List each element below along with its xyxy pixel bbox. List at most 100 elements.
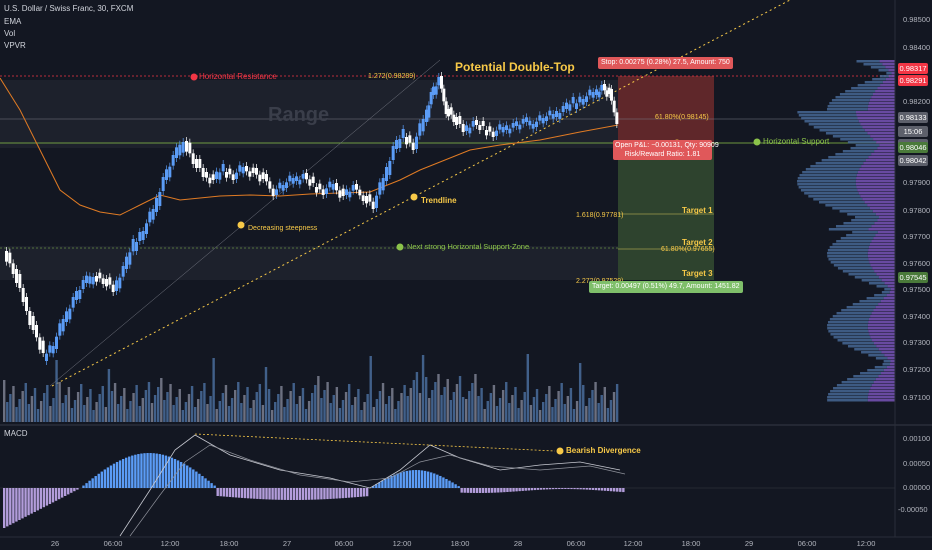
candle-body — [391, 146, 395, 160]
volume-bar — [138, 406, 141, 422]
target3-label: Target 3 — [682, 269, 713, 278]
vpvr-bar — [887, 357, 895, 360]
vpvr-bar — [889, 291, 895, 294]
macd-bar — [591, 488, 595, 490]
price-tick: 0.98500 — [903, 15, 931, 24]
vpvr-bar — [819, 201, 865, 204]
volume-bar — [203, 383, 206, 422]
macd-bar — [231, 488, 235, 498]
vpvr-bar — [835, 96, 872, 99]
volume-bar — [477, 396, 480, 422]
candle-body — [175, 147, 178, 158]
vpvr-bar — [872, 210, 895, 213]
vpvr-bar — [840, 138, 874, 141]
ema-legend[interactable]: EMA — [4, 17, 22, 26]
candle-body — [75, 291, 78, 300]
vpvr-legend[interactable]: VPVR — [4, 41, 26, 50]
volume-bar — [255, 392, 258, 422]
macd-bar — [417, 470, 421, 488]
macd-bar — [402, 471, 405, 488]
macd-bar — [613, 488, 616, 492]
candle-body — [365, 196, 368, 204]
macd-bar — [94, 476, 97, 488]
vpvr-bar — [875, 90, 895, 93]
macd-legend[interactable]: MACD — [4, 429, 28, 438]
macd-bar — [125, 457, 128, 488]
macd-bar — [91, 478, 94, 488]
vpvr-bar — [877, 147, 895, 150]
vol-legend[interactable]: Vol — [4, 29, 16, 38]
volume-bar — [126, 409, 129, 422]
vpvr-bar — [861, 165, 895, 168]
macd-bar — [442, 477, 445, 488]
vpvr-bar — [851, 87, 878, 90]
volume-bar — [529, 405, 533, 422]
candle-body — [521, 119, 525, 124]
macd-bar — [423, 470, 427, 488]
vpvr-bar — [871, 384, 895, 387]
vpvr-bar — [854, 276, 879, 279]
candle-body — [358, 189, 362, 196]
volume-bar — [70, 408, 74, 422]
volume-bar — [498, 398, 502, 422]
volume-bar — [289, 391, 292, 422]
macd-bar — [341, 488, 344, 499]
macd-tick: -0.00050 — [898, 505, 928, 514]
macd-bar — [271, 488, 274, 500]
candle-body — [91, 277, 95, 285]
candle-body — [595, 89, 598, 95]
candle-body — [255, 168, 258, 175]
volume-bar — [378, 391, 382, 422]
macd-bar — [173, 458, 177, 488]
macd-bar — [106, 467, 110, 488]
vpvr-bar — [830, 261, 870, 264]
candle-body — [108, 277, 112, 285]
macd-bar — [365, 488, 369, 497]
macd-bar — [225, 488, 229, 497]
volume-bar — [344, 392, 348, 422]
macd-bar — [570, 488, 573, 490]
candle-body — [78, 290, 82, 299]
candle-body — [155, 198, 158, 212]
vpvr-bar — [797, 111, 856, 114]
volume-bar — [468, 391, 471, 422]
volume-bar — [264, 367, 268, 422]
volume-bar — [351, 405, 354, 422]
vpvr-bar — [868, 354, 885, 357]
price-tick: 0.97200 — [903, 365, 931, 374]
macd-bar — [262, 488, 265, 500]
volume-bar — [52, 398, 55, 422]
range-zone — [0, 80, 618, 148]
volume-bar — [116, 404, 120, 422]
candle-body — [25, 297, 28, 311]
volume-bar — [582, 385, 585, 422]
macd-bar — [204, 478, 207, 488]
vpvr-bar — [878, 276, 895, 279]
candle-body — [528, 120, 532, 126]
bearish-divergence-label: Bearish Divergence — [566, 446, 641, 455]
vpvr-bar — [805, 168, 860, 171]
vpvr-bar — [869, 333, 895, 336]
volume-bar — [144, 390, 148, 422]
macd-bar — [24, 488, 27, 517]
macd-bar — [298, 488, 302, 500]
volume-bar — [394, 409, 397, 422]
macd-bar — [112, 463, 116, 488]
macd-bar — [161, 454, 164, 488]
volume-bar — [526, 354, 529, 422]
candle-body — [505, 125, 508, 130]
candle-body — [361, 195, 365, 201]
macd-bar — [320, 488, 323, 500]
macd-bar — [463, 488, 466, 493]
volume-bar — [80, 384, 83, 422]
candle-body — [415, 136, 418, 149]
macd-bar — [247, 488, 250, 499]
volume-bar — [455, 384, 459, 422]
candle-body — [131, 239, 135, 252]
vpvr-bar — [871, 240, 895, 243]
vpvr-bar — [848, 273, 877, 276]
macd-bar — [152, 453, 155, 488]
price-tick: 0.98400 — [903, 43, 931, 52]
macd-bar — [286, 488, 290, 500]
